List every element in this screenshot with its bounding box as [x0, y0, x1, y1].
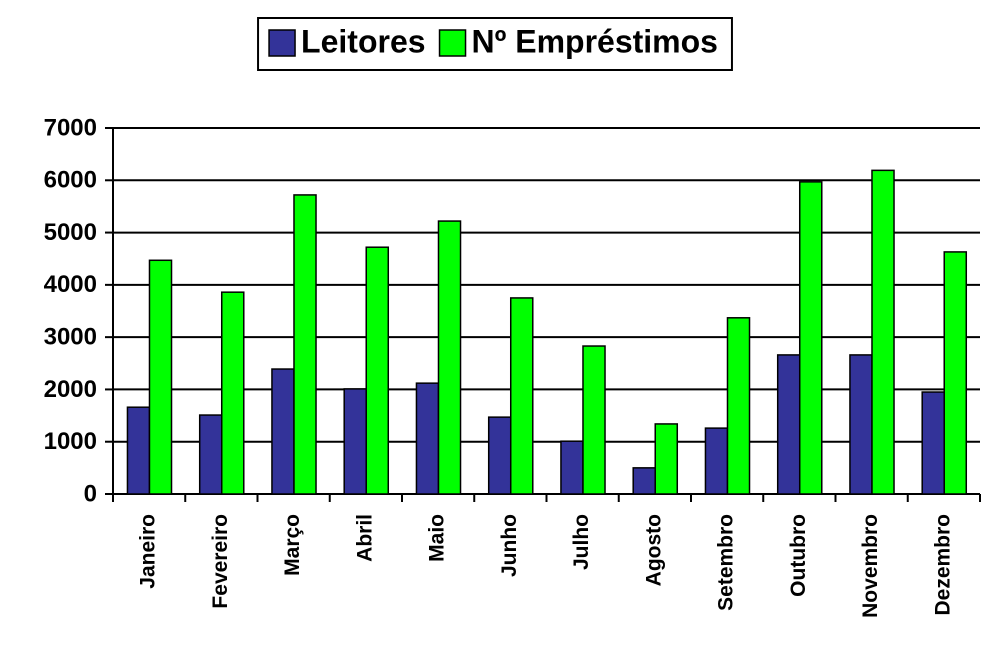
- x-tick-label: Janeiro: [137, 514, 160, 589]
- bar: [776, 354, 801, 495]
- bar: [582, 345, 606, 495]
- y-tick-label: 6000: [44, 167, 97, 194]
- legend-label: Nº Empréstimos: [472, 23, 718, 59]
- bar: [343, 388, 367, 495]
- bar: [654, 423, 679, 495]
- legend-label: Leitores: [301, 23, 425, 59]
- bar: [148, 259, 173, 495]
- x-tick-label: Abril: [353, 514, 376, 562]
- x-tick-label: Dezembro: [931, 514, 954, 616]
- bar: [126, 406, 151, 495]
- legend-swatch: [268, 29, 296, 57]
- bar: [365, 246, 390, 495]
- x-tick-label: Março: [281, 514, 304, 576]
- x-tick-label: Agosto: [642, 514, 665, 586]
- x-tick-label: Julho: [570, 514, 593, 570]
- bar: [871, 169, 895, 495]
- bar: [849, 354, 873, 495]
- y-tick-label: 4000: [44, 271, 97, 298]
- bar: [487, 416, 512, 495]
- x-tick-label: Setembro: [715, 514, 738, 611]
- bar: [726, 317, 751, 495]
- bar: [437, 220, 462, 495]
- y-tick-label: 2000: [44, 376, 97, 403]
- bar: [560, 440, 584, 495]
- bar: [798, 181, 823, 495]
- x-tick-label: Outubro: [787, 514, 810, 597]
- bar: [220, 291, 245, 495]
- bar: [198, 414, 223, 495]
- bar: [704, 427, 729, 495]
- bar: [943, 251, 968, 495]
- legend-swatch: [438, 29, 467, 57]
- x-tick-label: Fevereiro: [209, 514, 232, 609]
- x-tick-label: Novembro: [859, 514, 882, 618]
- bar: [632, 467, 656, 495]
- bar: [293, 194, 317, 495]
- y-tick-label: 7000: [44, 114, 97, 141]
- bar: [271, 368, 295, 495]
- x-tick-label: Maio: [426, 514, 449, 562]
- bar: [415, 382, 440, 495]
- y-tick-label: 0: [84, 480, 97, 507]
- bar: [509, 297, 534, 495]
- x-tick-label: Junho: [498, 514, 521, 577]
- y-tick-label: 3000: [44, 323, 97, 350]
- y-tick-label: 5000: [44, 219, 97, 246]
- bar: [921, 391, 945, 495]
- legend-box: [257, 17, 733, 71]
- y-tick-label: 1000: [44, 428, 97, 455]
